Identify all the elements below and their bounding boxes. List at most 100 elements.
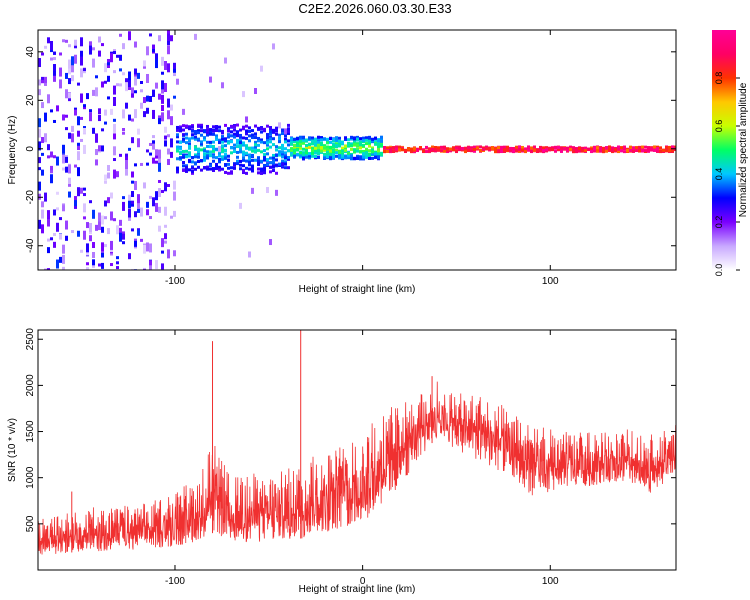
- heatmap-cell: [98, 145, 101, 152]
- heatmap-cell: [128, 71, 131, 81]
- heatmap-cell: [320, 150, 323, 154]
- heatmap-cell: [188, 139, 191, 143]
- heatmap-cell: [218, 165, 221, 169]
- heatmap-cell: [230, 130, 233, 134]
- heatmap-cell: [74, 39, 77, 46]
- snr-x-axis: -100 0 100: [165, 330, 559, 587]
- heatmap-cell: [44, 76, 47, 83]
- heatmap-cell: [668, 149, 671, 153]
- heatmap-cell: [218, 158, 221, 162]
- heatmap-cell: [557, 148, 560, 152]
- heatmap-cell: [344, 148, 347, 152]
- heatmap-cell: [140, 102, 143, 109]
- heatmap-cell: [104, 121, 107, 125]
- heatmap-cell: [443, 145, 446, 149]
- heatmap-cell: [671, 145, 674, 149]
- heatmap-cell: [314, 137, 317, 141]
- heatmap-cell: [191, 166, 194, 170]
- heatmap-cell: [179, 129, 182, 133]
- heatmap-cell: [602, 147, 605, 151]
- heatmap-cell: [161, 263, 164, 270]
- heatmap-cell: [362, 143, 365, 147]
- heatmap-cell: [71, 75, 74, 82]
- heatmap-cell: [167, 158, 170, 165]
- heatmap-cell: [455, 146, 458, 150]
- heatmap-cell: [170, 151, 173, 158]
- heatmap-cell: [104, 244, 107, 248]
- heatmap-cell: [38, 219, 41, 229]
- heatmap-cell: [488, 148, 491, 152]
- heatmap-cell: [185, 136, 188, 140]
- heatmap-cell: [266, 163, 269, 167]
- heatmap-cell: [98, 50, 101, 57]
- heatmap-cell: [431, 145, 434, 149]
- heatmap-cell: [428, 147, 431, 151]
- heatmap-cell: [305, 148, 308, 152]
- heatmap-cell: [596, 148, 599, 152]
- heatmap-cell: [62, 203, 65, 207]
- heatmap-cell: [362, 136, 365, 140]
- heatmap-cell: [101, 262, 104, 269]
- heatmap-cell: [206, 154, 209, 158]
- heatmap-cell: [572, 146, 575, 150]
- heatmap-cell: [119, 54, 122, 61]
- heatmap-cell: [608, 148, 611, 152]
- heatmap-cell: [44, 193, 47, 200]
- heatmap-cell: [317, 143, 320, 147]
- heatmap-cell: [599, 149, 602, 153]
- heatmap-cell: [269, 130, 272, 134]
- heatmap-cell: [128, 87, 131, 91]
- heatmap-cell: [209, 145, 212, 149]
- heatmap-cell: [158, 225, 161, 232]
- heatmap-cell: [215, 147, 218, 151]
- heatmap-cell: [377, 142, 380, 146]
- heatmap-cell: [245, 159, 248, 163]
- heatmap-cell: [113, 169, 116, 179]
- heatmap-cell: [527, 145, 530, 149]
- heatmap-cell: [488, 146, 491, 150]
- heatmap-cell: [215, 138, 218, 142]
- heatmap-cell: [278, 153, 281, 157]
- heatmap-cell: [494, 150, 497, 154]
- heatmap-cell: [137, 199, 140, 209]
- heatmap-cell: [545, 146, 548, 150]
- heatmap-cell: [257, 139, 260, 143]
- heatmap-cell: [263, 166, 266, 170]
- heatmap-cell: [116, 83, 119, 87]
- heatmap-cell: [194, 135, 197, 139]
- heatmap-cell: [257, 167, 260, 171]
- heatmap-cell: [134, 180, 137, 190]
- heatmap-cell: [248, 160, 251, 164]
- heatmap-cell: [620, 146, 623, 150]
- heatmap-cell: [332, 153, 335, 157]
- heatmap-cell: [458, 145, 461, 149]
- heatmap-cell: [50, 109, 53, 113]
- heatmap-cell: [65, 39, 68, 43]
- heatmap-cell: [185, 164, 188, 168]
- heatmap-cell: [503, 145, 506, 149]
- heatmap-cell: [125, 159, 128, 169]
- heatmap-cell: [128, 194, 131, 201]
- heatmap-cell: [134, 73, 137, 77]
- heatmap-cell: [632, 148, 635, 152]
- heatmap-cell: [395, 145, 398, 149]
- heatmap-cell: [224, 163, 227, 167]
- heatmap-cell: [329, 140, 332, 144]
- heatmap-cell: [308, 146, 311, 150]
- heatmap-cell: [233, 150, 236, 154]
- heatmap-cell: [77, 187, 80, 197]
- heatmap-cell: [131, 137, 134, 144]
- heatmap-cell: [209, 167, 212, 171]
- heatmap-cell: [377, 156, 380, 160]
- heatmap-cell: [257, 171, 260, 175]
- heatmap-cell: [305, 138, 308, 142]
- heatmap-cell: [326, 141, 329, 145]
- heatmap-cell: [434, 148, 437, 152]
- heatmap-cell: [218, 139, 221, 143]
- heatmap-cell: [275, 129, 278, 133]
- heatmap-cell: [215, 134, 218, 138]
- snr-frame: [37, 329, 677, 571]
- heatmap-cell: [161, 87, 164, 94]
- heatmap-cell: [380, 153, 383, 157]
- heatmap-cell: [407, 147, 410, 151]
